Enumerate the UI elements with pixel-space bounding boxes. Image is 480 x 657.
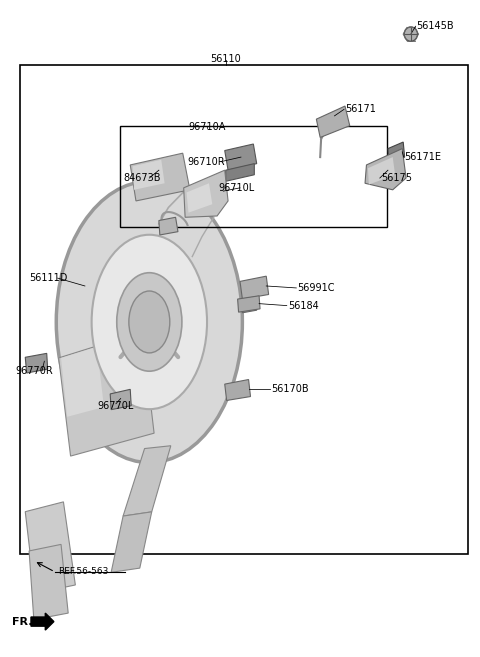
- Text: 84673B: 84673B: [123, 173, 161, 183]
- Text: 96710L: 96710L: [218, 183, 255, 193]
- Text: 96770R: 96770R: [16, 366, 53, 376]
- Text: 56171E: 56171E: [405, 152, 442, 162]
- Text: 56111D: 56111D: [29, 273, 68, 283]
- Polygon shape: [240, 276, 269, 299]
- Text: 56184: 56184: [288, 301, 318, 311]
- Polygon shape: [316, 106, 350, 137]
- Polygon shape: [110, 390, 131, 409]
- Text: 56175: 56175: [381, 173, 412, 183]
- Polygon shape: [132, 160, 165, 190]
- Polygon shape: [159, 217, 178, 235]
- Text: 56170B: 56170B: [271, 384, 309, 394]
- Polygon shape: [61, 347, 104, 417]
- Ellipse shape: [117, 273, 182, 371]
- Text: 56110: 56110: [210, 54, 241, 64]
- Polygon shape: [226, 164, 254, 181]
- Polygon shape: [368, 157, 395, 185]
- Text: 96710R: 96710R: [188, 156, 225, 167]
- Polygon shape: [225, 380, 251, 401]
- Polygon shape: [130, 153, 190, 201]
- Polygon shape: [388, 142, 405, 163]
- Polygon shape: [25, 353, 48, 373]
- Ellipse shape: [56, 181, 242, 463]
- Text: 56145B: 56145B: [417, 21, 454, 32]
- Text: 96770L: 96770L: [98, 401, 134, 411]
- Polygon shape: [242, 297, 257, 313]
- Polygon shape: [225, 144, 257, 170]
- Polygon shape: [111, 512, 152, 572]
- Polygon shape: [31, 613, 54, 630]
- Polygon shape: [365, 148, 406, 190]
- Polygon shape: [25, 502, 75, 593]
- Polygon shape: [59, 332, 154, 456]
- Text: 56991C: 56991C: [297, 283, 335, 293]
- Polygon shape: [29, 545, 68, 620]
- Bar: [20, 65, 468, 555]
- Text: 56171: 56171: [345, 104, 376, 114]
- Polygon shape: [184, 170, 228, 217]
- Ellipse shape: [129, 291, 170, 353]
- Ellipse shape: [92, 235, 207, 409]
- Bar: [120, 125, 387, 227]
- Polygon shape: [123, 445, 171, 516]
- Text: REF.56-563: REF.56-563: [58, 568, 108, 576]
- Ellipse shape: [404, 27, 418, 41]
- Text: FR.: FR.: [12, 616, 32, 627]
- Text: 96710A: 96710A: [188, 122, 225, 132]
- Polygon shape: [187, 183, 212, 213]
- Polygon shape: [238, 296, 260, 312]
